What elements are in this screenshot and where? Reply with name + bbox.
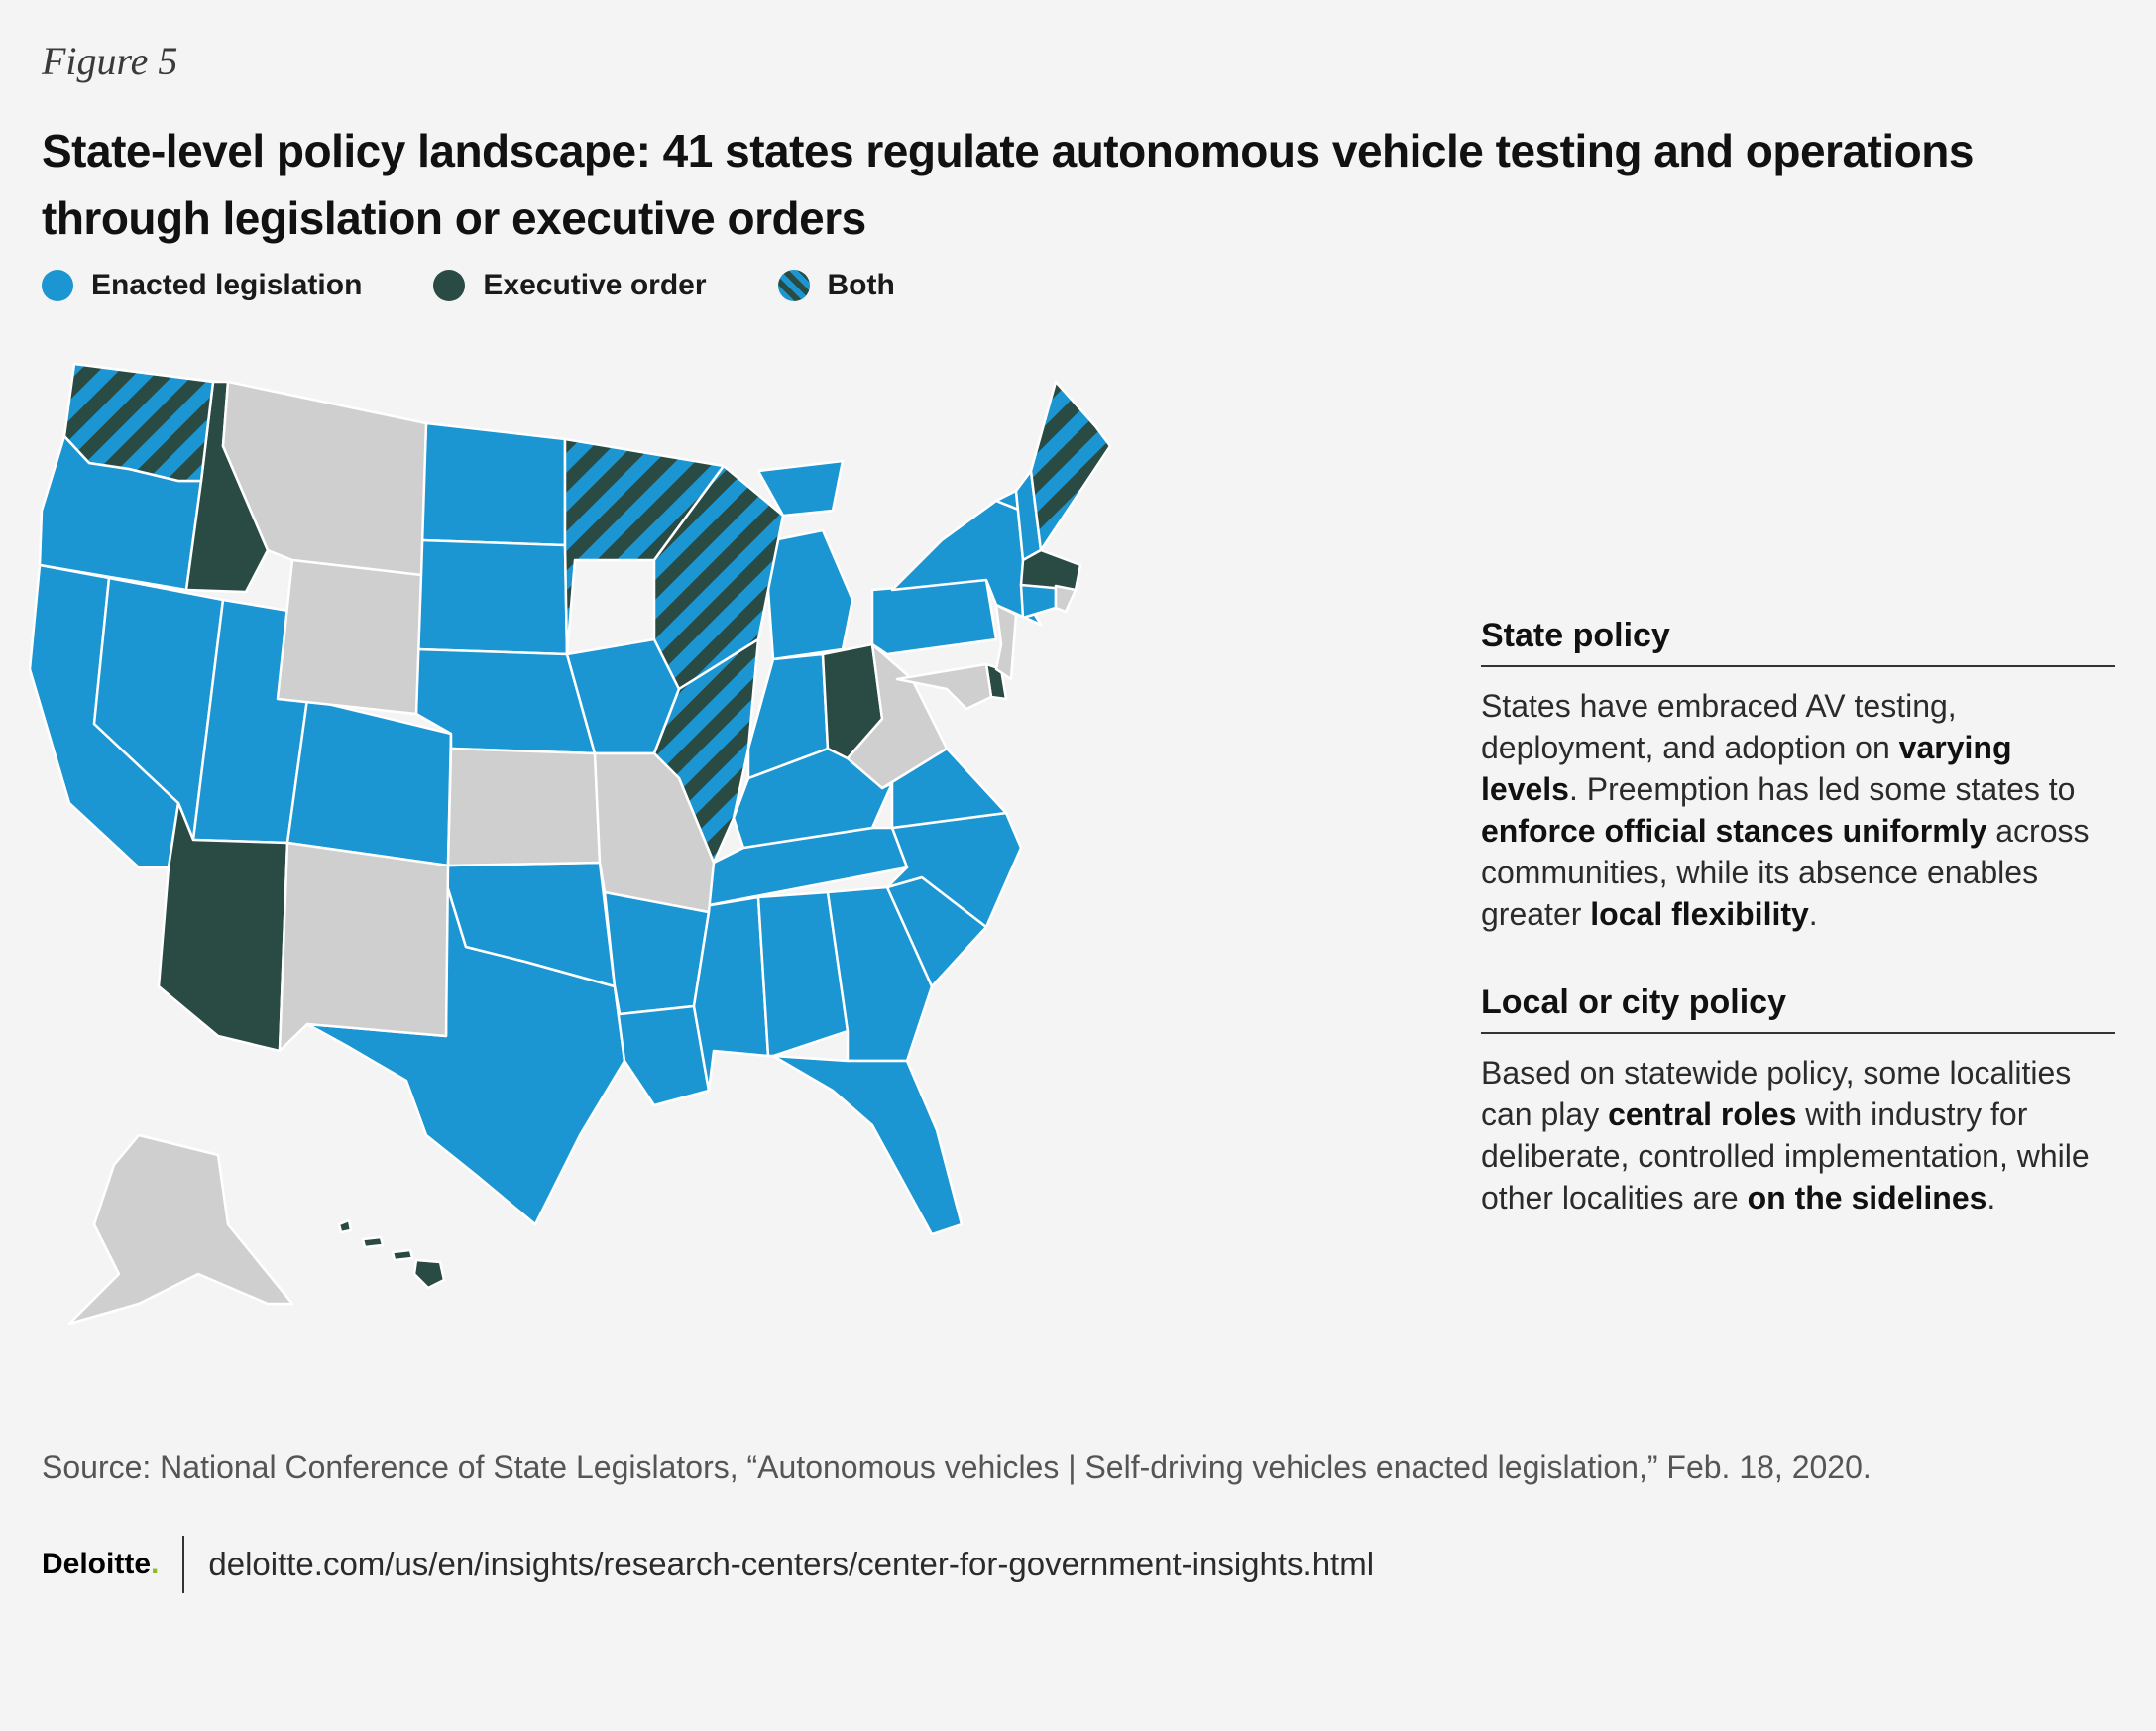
executive-swatch bbox=[433, 270, 466, 301]
state-policy-highlight: enforce official stances uniformly bbox=[1481, 813, 1987, 849]
local-policy-text-part: with industry for deliberate, controlled… bbox=[1481, 1096, 2090, 1215]
state-ri bbox=[1054, 584, 1078, 614]
footer-url-link[interactable]: deloitte.com/us/en/insights/research-cen… bbox=[208, 1546, 1375, 1582]
deloitte-logo: Deloitte. bbox=[42, 1548, 159, 1581]
state-policy-text-part: across communities, while its absence en… bbox=[1481, 813, 2090, 932]
state-hi bbox=[337, 1218, 446, 1290]
state-pa bbox=[870, 578, 998, 656]
legislation-swatch bbox=[42, 270, 73, 301]
state-policy-heading: State policy bbox=[1481, 617, 2115, 667]
local-policy-text: Based on statewide policy, some localiti… bbox=[1481, 1052, 2115, 1218]
state-co bbox=[285, 697, 453, 867]
legend-label-legislation: Enacted legislation bbox=[91, 269, 363, 301]
state-policy-highlight: local flexibility bbox=[1590, 896, 1809, 932]
state-wy bbox=[276, 558, 423, 716]
state-nc bbox=[885, 811, 1023, 929]
legend-label-executive: Executive order bbox=[483, 269, 707, 301]
local-policy-highlight: central roles bbox=[1608, 1096, 1797, 1132]
state-wa bbox=[62, 362, 215, 483]
legend: Enacted legislation Executive order Both bbox=[42, 266, 966, 305]
state-ma bbox=[1019, 548, 1082, 592]
state-al bbox=[756, 890, 850, 1058]
local-policy-text-part: Based on statewide policy, some localiti… bbox=[1481, 1055, 2072, 1132]
legend-label-both: Both bbox=[827, 269, 895, 301]
state-policy-text-part: . Preemption has led some states to bbox=[1568, 771, 2076, 807]
state-policy-highlight: varying levels bbox=[1481, 730, 2012, 807]
state-fl bbox=[771, 1054, 964, 1236]
legend-item-both: Both bbox=[777, 269, 895, 302]
logo-dot: . bbox=[151, 1548, 160, 1580]
state-ct bbox=[1019, 583, 1058, 620]
state-ar bbox=[603, 890, 711, 1016]
figure-label: Figure 5 bbox=[42, 39, 178, 83]
state-nj bbox=[994, 603, 1018, 681]
state-policy-text: States have embraced AV testing, deploym… bbox=[1481, 685, 2115, 935]
state-ks bbox=[446, 747, 602, 867]
state-ak bbox=[67, 1133, 294, 1326]
local-policy-heading: Local or city policy bbox=[1481, 983, 2115, 1034]
local-policy-panel: Local or city policy Based on statewide … bbox=[1481, 983, 2115, 1218]
footer-divider bbox=[182, 1536, 185, 1593]
legend-item-legislation: Enacted legislation bbox=[42, 269, 362, 302]
state-policy-text-part: States have embraced AV testing, deploym… bbox=[1481, 688, 1957, 765]
state-nm bbox=[278, 841, 450, 1053]
logo-text: Deloitte bbox=[42, 1548, 152, 1580]
state-policy-panel: State policy States have embraced AV tes… bbox=[1481, 617, 2115, 935]
state-in bbox=[746, 652, 830, 780]
state-nd bbox=[419, 421, 567, 547]
both-swatch bbox=[777, 270, 810, 301]
source-note: Source: National Conference of State Leg… bbox=[42, 1449, 1872, 1485]
state-policy-text-part: . bbox=[1808, 896, 1818, 932]
state-sd bbox=[414, 538, 569, 656]
footer: Deloitte. deloitte.com/us/en/insights/re… bbox=[42, 1535, 1374, 1594]
state-me bbox=[1029, 380, 1112, 552]
local-policy-highlight: on the sidelines bbox=[1747, 1180, 1987, 1215]
state-md bbox=[895, 662, 993, 711]
us-states-map bbox=[28, 362, 1112, 1326]
local-policy-text-part: . bbox=[1986, 1180, 1996, 1215]
state-mo bbox=[593, 751, 716, 914]
legend-item-executive: Executive order bbox=[433, 269, 707, 302]
chart-title: State-level policy landscape: 41 states … bbox=[42, 125, 1974, 244]
